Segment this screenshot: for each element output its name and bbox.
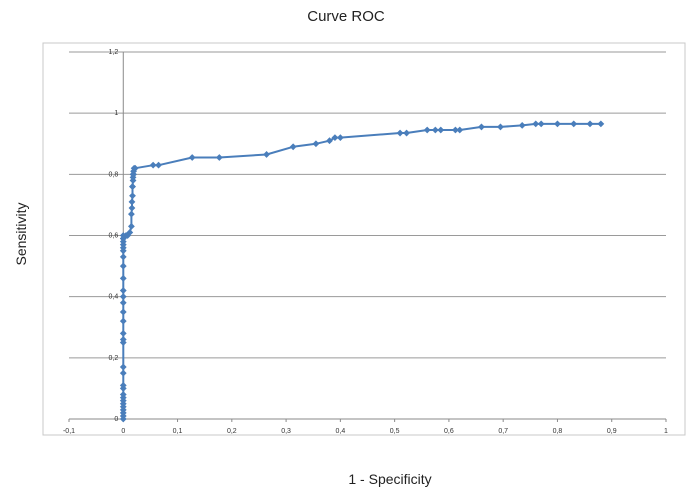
roc-point <box>326 137 333 145</box>
roc-point <box>128 204 136 212</box>
y-tick-label: 0,4 <box>109 294 119 301</box>
x-tick-label: 0,5 <box>390 428 400 435</box>
y-tick-label: 1,2 <box>109 49 119 56</box>
y-tick-label: 0 <box>114 416 118 423</box>
roc-point <box>119 329 127 337</box>
roc-point <box>119 274 127 282</box>
roc-point <box>597 120 605 128</box>
x-tick-label: 0,7 <box>498 428 508 435</box>
roc-point <box>119 391 127 398</box>
roc-point <box>119 253 127 261</box>
roc-point <box>215 154 223 161</box>
roc-point <box>532 120 540 128</box>
roc-point <box>119 299 127 307</box>
y-tick-label: 0,2 <box>109 355 119 362</box>
roc-point <box>155 161 162 169</box>
roc-point <box>128 198 136 206</box>
y-tick-label: 1 <box>114 110 118 117</box>
roc-point <box>437 126 445 134</box>
x-tick-label: 0,2 <box>227 428 237 435</box>
roc-point <box>497 123 504 131</box>
roc-point <box>131 164 139 172</box>
roc-point <box>119 363 127 371</box>
roc-point <box>478 123 485 131</box>
roc-point <box>586 120 594 128</box>
roc-point <box>431 126 439 134</box>
x-tick-label: 0,8 <box>553 428 563 435</box>
roc-point <box>423 126 431 134</box>
x-tick-label: 0,4 <box>335 428 345 435</box>
roc-point <box>263 151 270 158</box>
roc-point <box>119 369 127 377</box>
roc-point <box>396 129 404 137</box>
x-tick-label: 0,3 <box>281 428 291 435</box>
roc-point <box>188 154 196 161</box>
tick-labels: 0 0,2 0,4 0,6 0,8 1 1,2 -0,1 0 0,1 0,2 0,3 0,4 0,5 0,6… <box>63 49 668 435</box>
roc-point <box>149 161 157 169</box>
roc-point <box>456 126 464 134</box>
x-tick-label: 0,9 <box>607 428 617 435</box>
roc-point <box>129 183 136 190</box>
roc-point <box>336 134 344 142</box>
chart-area <box>42 42 686 436</box>
roc-point <box>119 287 127 294</box>
roc-point <box>537 120 545 128</box>
roc-point <box>119 293 127 301</box>
roc-point <box>119 381 127 389</box>
roc-point <box>554 120 561 128</box>
x-tick-label: 1 <box>664 428 668 435</box>
roc-point <box>126 229 134 236</box>
roc-point <box>518 122 526 129</box>
roc-point <box>119 336 127 343</box>
roc-point <box>331 134 339 142</box>
x-tick-label: -0,1 <box>63 428 75 435</box>
x-tick-label: 0 <box>121 428 125 435</box>
roc-point <box>119 262 127 270</box>
y-tick-label: 0,6 <box>109 233 119 240</box>
roc-point <box>452 126 459 134</box>
y-tick-label: 0,8 <box>109 171 119 178</box>
roc-point <box>129 192 136 200</box>
x-tick-label: 0,1 <box>173 428 183 435</box>
chart-title: Curve ROC <box>307 8 385 25</box>
x-axis-title: 1 - Specificity <box>348 471 432 487</box>
roc-point <box>289 143 297 151</box>
x-tick-label: 0,6 <box>444 428 454 435</box>
roc-point <box>128 210 135 218</box>
gridlines <box>69 51 666 359</box>
roc-point <box>119 317 127 325</box>
roc-point <box>119 308 127 316</box>
roc-point <box>312 140 320 148</box>
roc-point <box>128 222 135 230</box>
roc-point <box>403 129 410 137</box>
roc-series <box>119 120 605 423</box>
roc-point <box>570 120 578 128</box>
